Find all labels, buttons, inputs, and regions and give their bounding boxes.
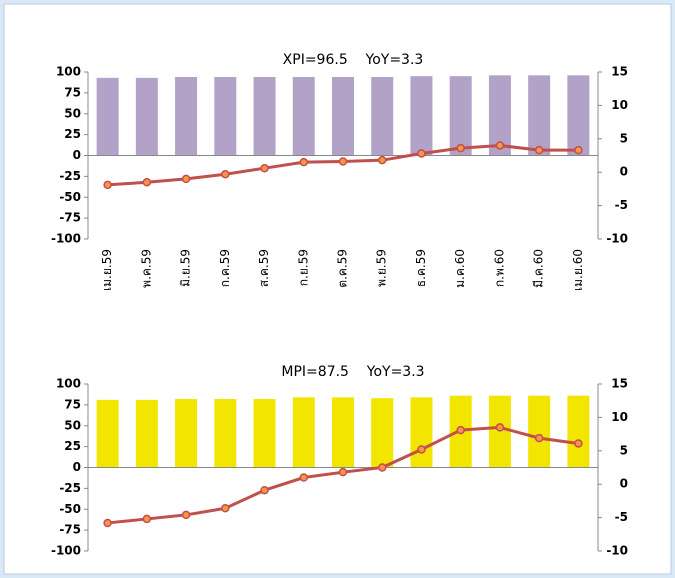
bar [214,77,237,156]
bar [292,77,315,156]
x-tick-label: พ.ค.59 [139,249,153,288]
bar [253,399,276,468]
y-tick-label: 25 [64,439,81,453]
chart-title: XPI=96.5 YoY=3.3 [283,52,424,68]
point [574,145,583,155]
y-tick-label: -100 [51,544,81,558]
x-tick-label: เม.ย.59 [100,249,114,291]
bar [175,77,198,156]
x-tick-label: ก.พ.60 [492,249,506,287]
bar [567,75,590,156]
point [181,510,191,520]
x-tick-label: มี.ค.60 [532,249,546,288]
y-tick-label: -75 [59,523,81,537]
point [142,177,152,187]
point [417,149,426,158]
y-tick-label: -50 [59,502,81,516]
point [574,439,583,448]
bar [528,75,551,156]
y-tick-label: 0 [73,460,81,474]
bar [96,399,119,468]
point [417,445,426,454]
bar [332,397,354,468]
point [221,503,230,513]
bar [214,399,237,468]
bar [449,76,472,156]
bar [371,77,394,156]
chart-title: MPI=87.5 YoY=3.3 [281,364,424,380]
point [221,169,230,179]
y-tick-label: 100 [56,65,81,79]
y-tick-label: -75 [59,211,81,225]
y2-tick-label: -10 [606,232,628,246]
bar [96,77,119,156]
y-tick-label: -100 [51,232,81,246]
y-tick-label: 0 [73,148,81,162]
bar [410,76,433,156]
point [338,157,348,166]
bar [488,75,511,156]
x-tick-label: เม.ย.60 [571,249,585,291]
point [456,425,465,435]
y-tick-label: 25 [64,127,81,141]
point [534,433,544,443]
point [260,485,269,495]
bar [292,397,315,468]
bar [135,77,158,156]
bar [135,399,158,468]
y2-tick-label: 10 [611,410,628,424]
x-tick-label: ต.ค.59 [336,249,350,288]
point [181,174,191,184]
y-tick-label: 75 [64,85,81,99]
x-tick-label: ก.ย.59 [296,249,310,286]
x-tick-label: มิ.ย.59 [179,249,193,287]
y2-tick-label: 5 [620,443,628,457]
y2-tick-label: 15 [611,377,628,391]
y-tick-label: -25 [59,481,81,495]
y-tick-label: 75 [64,397,81,411]
y2-tick-label: 5 [620,131,628,145]
bar [410,397,433,468]
point [260,163,269,173]
point [338,467,348,477]
y2-tick-label: 0 [620,477,628,491]
bar [253,77,276,156]
y2-tick-label: 15 [611,65,628,79]
bar [332,77,354,156]
x-tick-label: ม.ค.60 [453,249,467,288]
y-tick-label: -50 [59,190,81,204]
point [377,463,387,472]
point [142,514,152,524]
bar [528,395,551,468]
point [299,473,309,482]
bar [371,398,394,468]
point [495,141,505,150]
y2-tick-label: -5 [615,510,628,524]
y2-tick-label: -10 [606,544,628,558]
point [495,423,505,432]
x-tick-label: พ.ย.59 [375,249,389,287]
x-tick-label: ก.ค.59 [218,249,232,287]
y-tick-label: -25 [59,169,81,183]
y2-tick-label: -5 [615,198,628,212]
bar [175,399,198,468]
y2-tick-label: 0 [620,165,628,179]
point [534,145,544,155]
x-tick-label: ธ.ค.59 [414,249,428,287]
y-tick-label: 100 [56,377,81,391]
point [299,157,309,167]
x-tick-label: ส.ค.59 [257,249,271,287]
y-tick-label: 50 [64,418,81,432]
y-tick-label: 50 [64,106,81,120]
point [456,143,465,153]
point [103,180,112,190]
bar [567,395,590,468]
point [377,155,387,165]
y2-tick-label: 10 [611,98,628,112]
point [103,518,112,528]
